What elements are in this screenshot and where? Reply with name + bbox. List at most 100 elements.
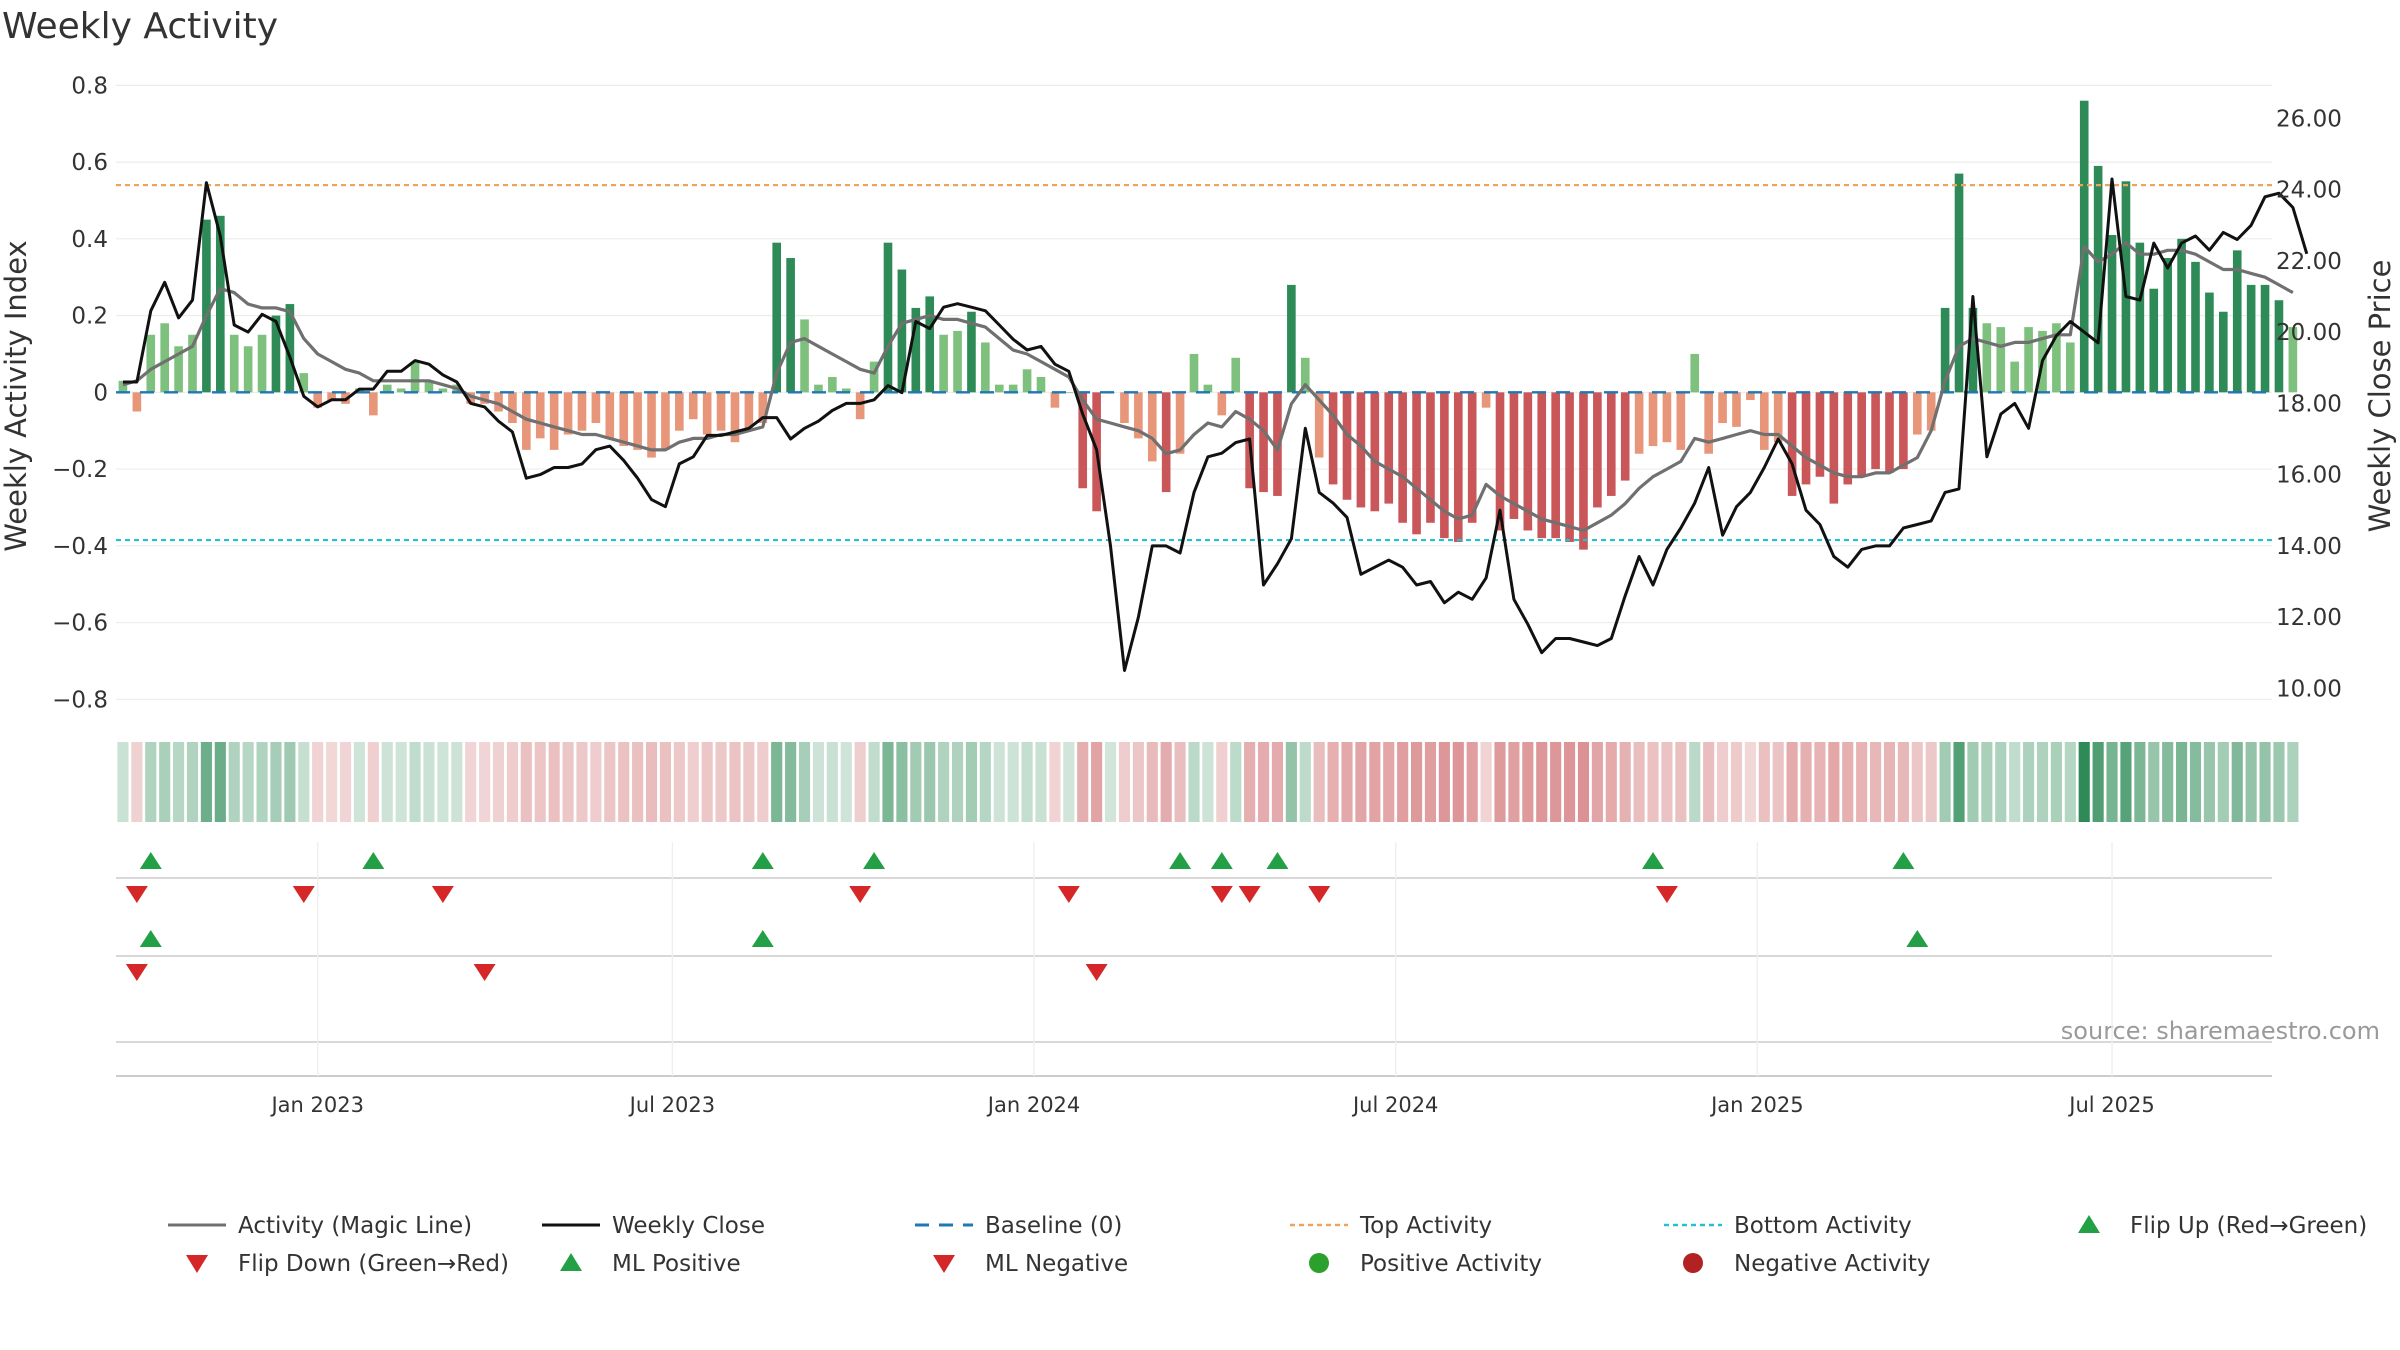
heat-cell [1230, 742, 1242, 822]
heat-cell [1800, 742, 1812, 822]
heat-cell [1118, 742, 1131, 822]
left-tick-label: −0.8 [52, 687, 108, 713]
activity-bar [730, 392, 740, 443]
legend-swatch [1309, 1253, 1329, 1273]
activity-bar [675, 392, 684, 431]
heat-cell [423, 742, 435, 822]
activity-bar [1370, 392, 1380, 512]
activity-bar [146, 334, 156, 393]
activity-bar [1509, 392, 1519, 519]
heat-cell [1647, 742, 1659, 822]
heat-cell [1591, 742, 1603, 822]
activity-bar [1871, 392, 1880, 470]
heat-cell [1132, 742, 1144, 822]
heat-cell [1077, 742, 1089, 822]
heat-cell [1466, 742, 1478, 822]
activity-bar [800, 319, 809, 393]
activity-bar [772, 242, 782, 393]
ml-positive-marker [139, 930, 162, 947]
heat-cell [812, 742, 825, 822]
heat-cell [242, 742, 254, 822]
flip-up-marker [751, 852, 774, 869]
activity-bar [2260, 284, 2270, 393]
activity-bar [1453, 392, 1463, 542]
heat-cell [353, 742, 365, 822]
activity-bar [1078, 392, 1088, 489]
legend-item-magic: Activity (Magic Line) [168, 1213, 472, 1239]
activity-bar [883, 242, 893, 393]
heat-cell [2092, 742, 2104, 822]
heat-cell [1550, 742, 1562, 822]
heat-cell [200, 742, 212, 822]
activity-bar [369, 392, 378, 416]
flip-up-marker [362, 852, 385, 869]
activity-bar [855, 392, 865, 420]
right-tick-label: 12.00 [2276, 605, 2342, 631]
heat-cell [2217, 742, 2229, 822]
heat-cell [548, 742, 560, 822]
activity-bar [1161, 392, 1171, 493]
heat-cell [2023, 742, 2035, 822]
flip-down-marker [849, 886, 872, 903]
heat-cell [1758, 742, 1770, 822]
heat-cell [1828, 742, 1840, 822]
ml-negative-marker [125, 964, 148, 981]
left-tick-label: 0.2 [71, 304, 108, 330]
heat-cell [1104, 742, 1117, 822]
heat-cell [465, 742, 477, 822]
heat-cell [757, 742, 769, 822]
heat-cell [1870, 742, 1882, 822]
legend-item-mlneg: ML Negative [933, 1251, 1128, 1277]
heat-cell [1633, 742, 1645, 822]
activity-bar [1940, 307, 1950, 393]
flip-up-marker [1169, 852, 1192, 869]
activity-bar [2052, 323, 2061, 393]
legend-label: Baseline (0) [985, 1213, 1122, 1239]
heat-cell [632, 742, 644, 822]
ml-negative-marker [473, 964, 496, 981]
activity-bar [1300, 357, 1310, 393]
heat-cell [256, 742, 268, 822]
legend-label: Top Activity [1359, 1213, 1492, 1239]
heat-cell [228, 742, 240, 822]
flip-up-marker [1210, 852, 1233, 869]
activity-bars [118, 100, 2298, 550]
heat-cell [479, 742, 491, 822]
activity-bar [1203, 384, 1213, 393]
activity-bar [2274, 300, 2284, 393]
legend-swatch [1683, 1253, 1703, 1273]
heat-cell [339, 742, 352, 822]
activity-bar [1287, 284, 1296, 393]
heat-cell [367, 742, 379, 822]
heat-cell [687, 742, 699, 822]
series-lines [122, 177, 2309, 672]
heat-cell [868, 742, 880, 822]
heat-cell [1160, 742, 1172, 822]
activity-bar [522, 392, 531, 450]
heat-cell [117, 742, 129, 822]
activity-bar [1648, 392, 1658, 447]
activity-bar [257, 334, 267, 393]
right-tick-label: 26.00 [2276, 106, 2342, 132]
heat-cell [451, 742, 463, 822]
heat-cell [1981, 742, 1993, 822]
legend-swatch [186, 1255, 208, 1273]
heat-cell [2162, 742, 2174, 822]
source-note: source: sharemaestro.com [2061, 1017, 2380, 1045]
heat-cell [1369, 742, 1381, 822]
activity-bar [897, 269, 907, 393]
heat-cell [1995, 742, 2007, 822]
activity-bar [563, 392, 573, 435]
activity-bar [1217, 392, 1227, 416]
flip-down-marker [1210, 886, 1233, 903]
activity-bar [1968, 307, 1978, 393]
heat-cell [882, 742, 894, 822]
activity-bar [702, 392, 712, 435]
ml-positive-marker [1906, 930, 1929, 947]
activity-bar [1412, 392, 1421, 535]
heat-cell [1717, 742, 1729, 822]
activity-bar [382, 384, 392, 393]
heat-cell [145, 742, 157, 822]
legend-label: ML Positive [612, 1251, 741, 1277]
ml-positive-marker [751, 930, 774, 947]
